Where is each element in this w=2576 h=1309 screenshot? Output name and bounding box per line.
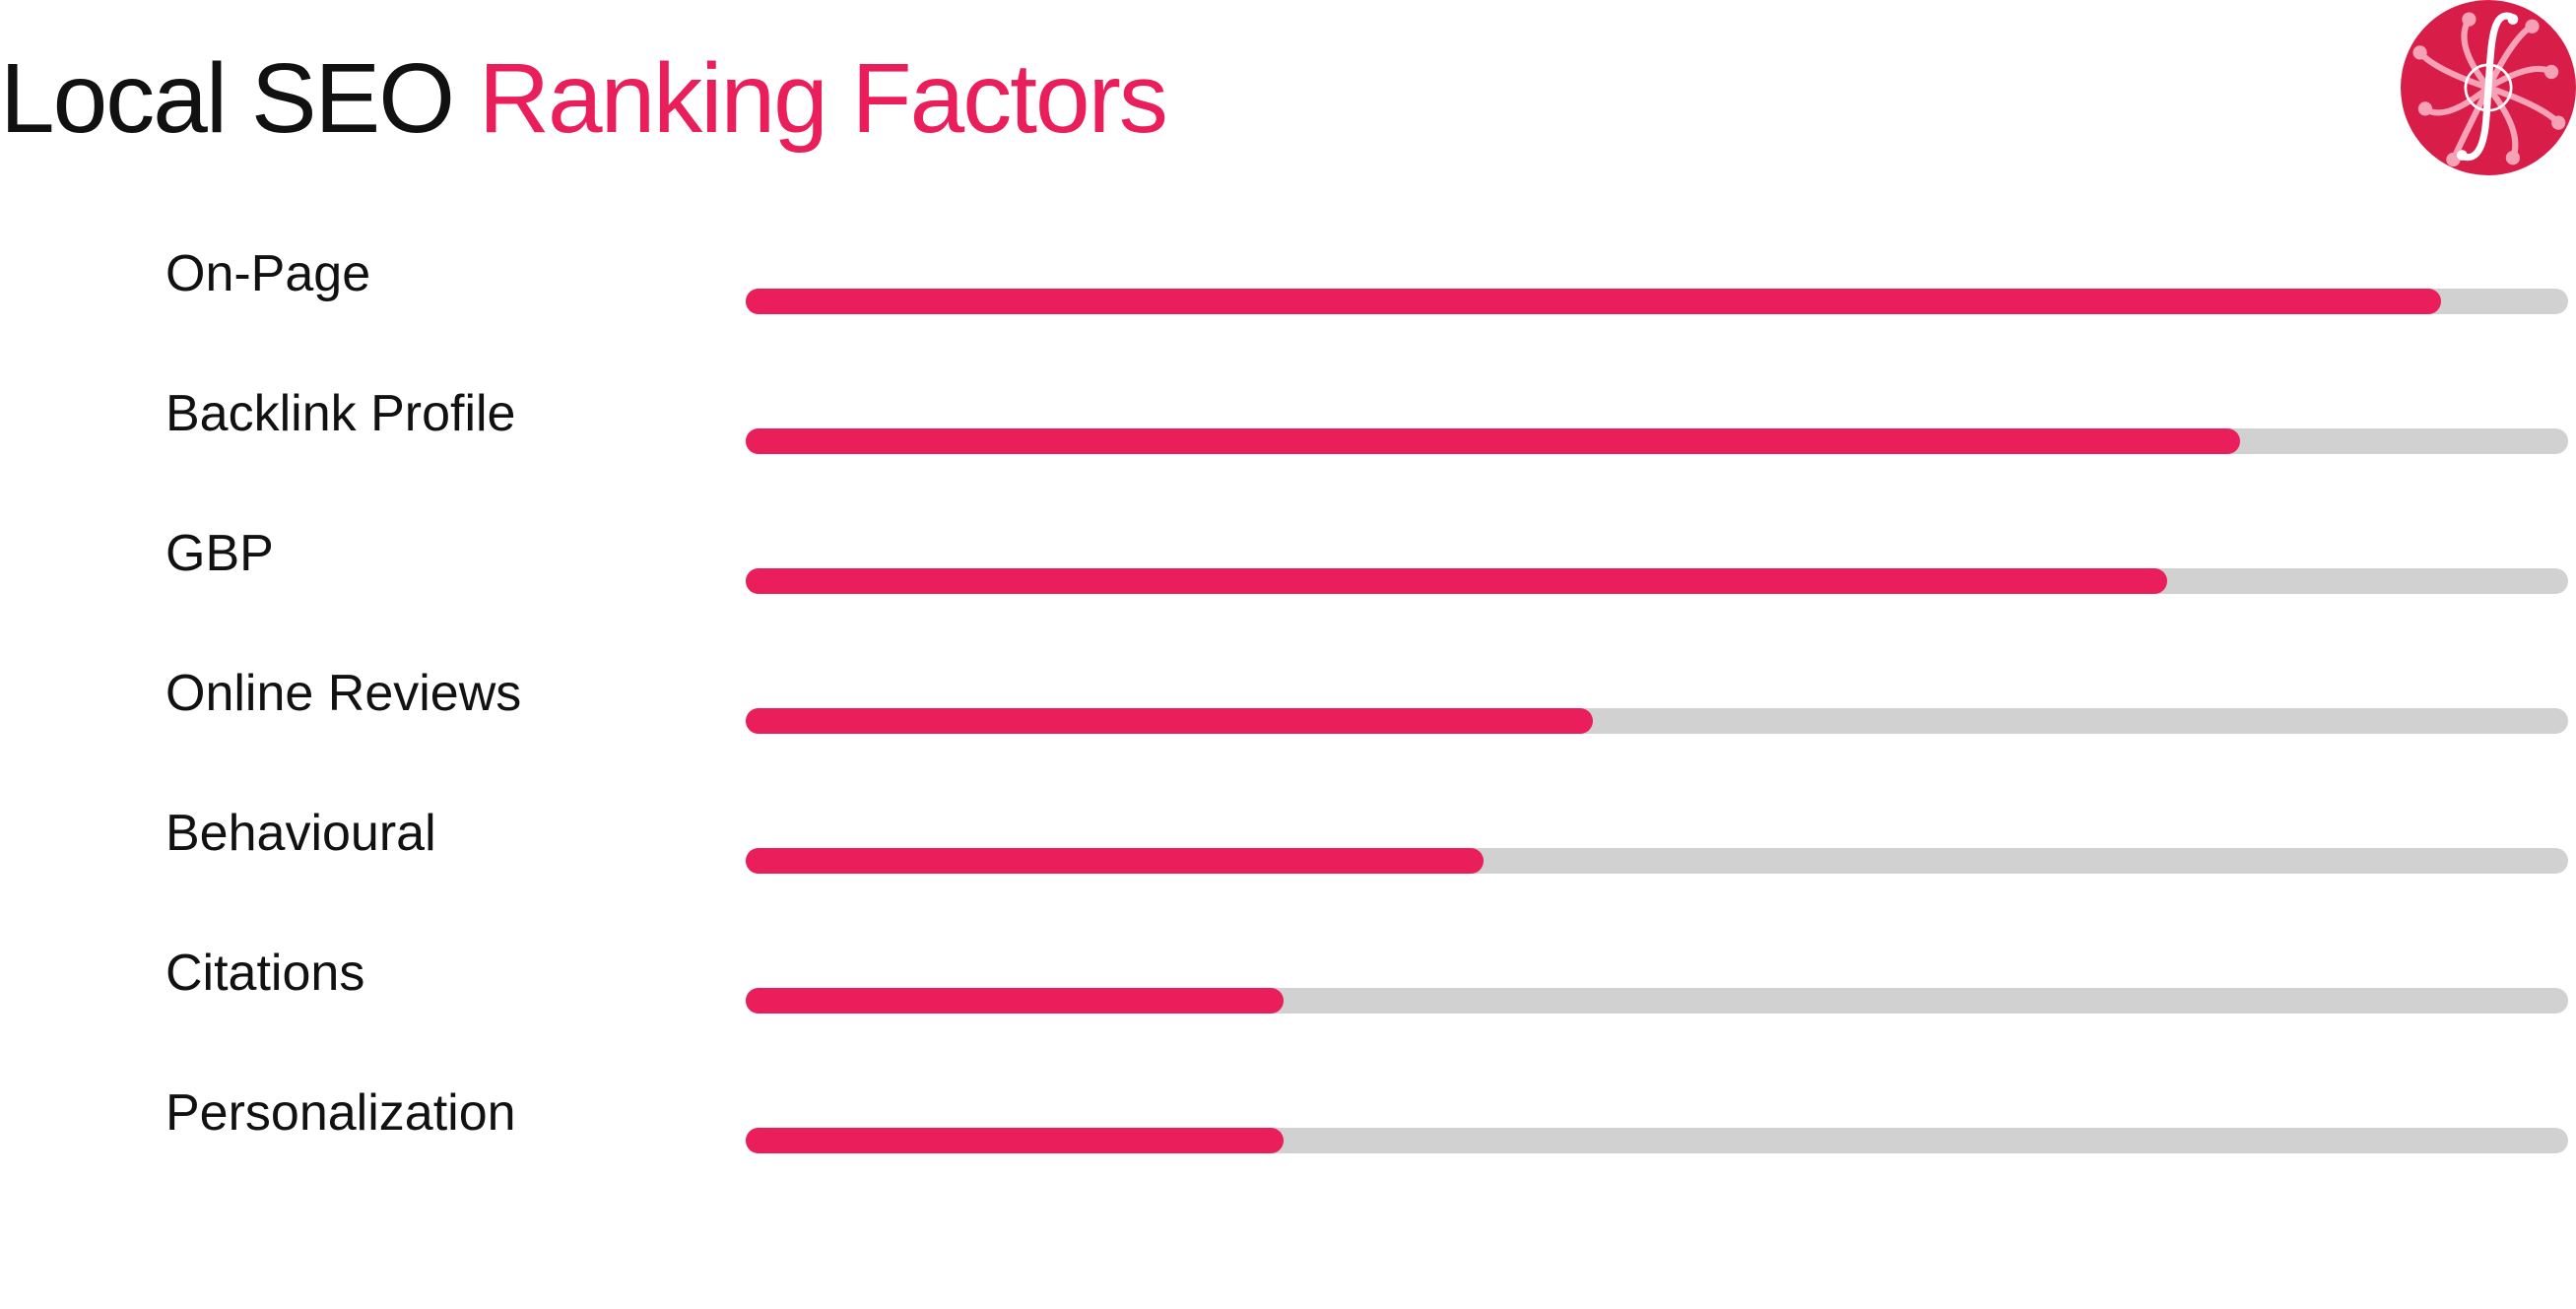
bar-fill-behavioural bbox=[746, 848, 1484, 874]
bar-label-personalization: Personalization bbox=[165, 1084, 516, 1142]
bar-fill-personalization bbox=[746, 1128, 1284, 1153]
bar-label-behavioural: Behavioural bbox=[165, 805, 436, 862]
bar-label-gbp: GBP bbox=[165, 525, 274, 582]
page-title: Local SEO Ranking Factors bbox=[0, 30, 1168, 167]
bar-label-backlink-profile: Backlink Profile bbox=[165, 385, 516, 442]
bar-track-behavioural bbox=[746, 848, 2568, 874]
title-part-1: Local SEO bbox=[0, 43, 455, 154]
bar-fill-gbp bbox=[746, 568, 2167, 594]
bar-fill-on-page bbox=[746, 289, 2441, 314]
bar-track-personalization bbox=[746, 1128, 2568, 1153]
bar-fill-online-reviews bbox=[746, 708, 1593, 734]
title-part-2: Ranking Factors bbox=[478, 43, 1168, 154]
bar-label-citations: Citations bbox=[165, 945, 365, 1002]
bar-track-backlink-profile bbox=[746, 428, 2568, 454]
bar-track-on-page bbox=[746, 289, 2568, 314]
bar-fill-citations bbox=[746, 988, 1284, 1014]
integral-swirl-logo-icon bbox=[2401, 0, 2576, 175]
bar-track-online-reviews bbox=[746, 708, 2568, 734]
bar-fill-backlink-profile bbox=[746, 428, 2240, 454]
bar-label-online-reviews: Online Reviews bbox=[165, 665, 522, 722]
bar-label-on-page: On-Page bbox=[165, 245, 371, 302]
bar-track-gbp bbox=[746, 568, 2568, 594]
bar-track-citations bbox=[746, 988, 2568, 1014]
